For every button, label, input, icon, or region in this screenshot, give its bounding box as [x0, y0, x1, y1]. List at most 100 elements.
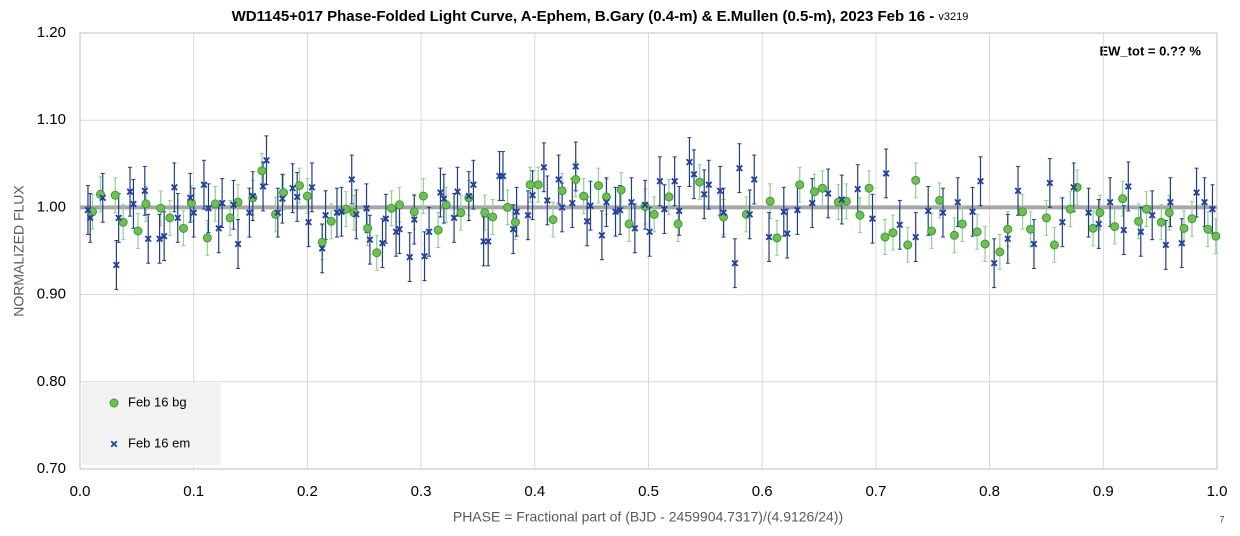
data-point	[765, 196, 775, 206]
data-point	[363, 223, 373, 233]
y-axis-label: NORMALIZED FLUX	[11, 185, 27, 317]
data-point	[178, 223, 188, 233]
legend-marker	[109, 398, 119, 408]
data-point	[454, 188, 461, 196]
data-point	[1065, 204, 1075, 214]
data-point	[540, 163, 548, 171]
data-point	[130, 200, 137, 208]
footnote: 7	[1219, 514, 1224, 524]
data-point	[903, 240, 913, 250]
data-point	[440, 195, 448, 203]
data-point	[700, 190, 708, 198]
data-point	[190, 209, 198, 217]
data-point	[1041, 213, 1051, 223]
data-point	[1124, 183, 1132, 190]
data-point	[1004, 235, 1012, 243]
x-tick-label: 0.0	[70, 483, 91, 500]
data-point	[855, 210, 865, 220]
data-point	[612, 208, 619, 216]
data-point	[664, 192, 674, 202]
data-point	[509, 225, 517, 233]
data-point	[338, 208, 345, 216]
data-point	[144, 235, 152, 243]
data-point	[1058, 218, 1066, 226]
data-point	[259, 183, 267, 190]
data-point	[1030, 240, 1038, 248]
data-point	[808, 199, 816, 207]
y-tick-label: 1.20	[37, 24, 66, 41]
data-point	[869, 215, 876, 223]
data-point	[716, 187, 724, 195]
data-point	[1211, 231, 1221, 241]
data-point	[1046, 179, 1054, 187]
data-point	[396, 225, 403, 233]
data-point	[660, 205, 668, 213]
data-point	[450, 214, 458, 222]
data-point	[436, 189, 444, 197]
data-point	[583, 217, 591, 225]
data-point	[160, 232, 168, 240]
data-point	[233, 197, 243, 207]
data-point	[215, 224, 223, 232]
data-point	[302, 191, 312, 201]
y-tick-label: 0.70	[37, 460, 66, 477]
data-point	[780, 208, 788, 216]
data-point	[980, 239, 990, 249]
data-point	[433, 225, 443, 235]
data-point	[949, 230, 959, 240]
data-point	[421, 252, 428, 260]
data-point	[558, 203, 566, 211]
data-point	[695, 177, 705, 187]
data-point	[279, 188, 289, 198]
data-point	[348, 176, 356, 183]
data-point	[1178, 239, 1186, 247]
data-point	[888, 228, 898, 238]
data-point	[133, 226, 143, 236]
data-point	[854, 185, 862, 193]
data-point	[1179, 223, 1189, 233]
data-point	[205, 204, 212, 212]
data-point	[394, 200, 404, 210]
data-point	[156, 203, 166, 213]
data-point	[308, 183, 316, 191]
title-main: WD1145+017 Phase-Folded Light Curve, A-E…	[232, 8, 939, 25]
data-point	[995, 247, 1005, 257]
data-point	[750, 176, 758, 183]
data-point	[249, 192, 257, 200]
legend-marker	[110, 440, 118, 448]
data-point	[1142, 204, 1152, 214]
data-point	[1110, 222, 1120, 232]
data-point	[115, 214, 123, 222]
data-point	[1203, 224, 1213, 234]
data-point	[795, 180, 805, 190]
data-point	[225, 213, 235, 223]
data-point	[234, 240, 242, 248]
data-point	[322, 211, 330, 219]
x-tick-label: 0.5	[638, 483, 659, 500]
data-point	[84, 206, 92, 214]
data-point	[977, 177, 984, 185]
data-point	[317, 237, 327, 247]
x-tick-label: 0.2	[297, 483, 318, 500]
data-point	[1193, 189, 1200, 197]
data-point	[969, 208, 976, 216]
data-point	[911, 175, 921, 185]
data-point	[1187, 214, 1197, 224]
data-point	[1166, 198, 1174, 206]
data-point	[289, 184, 297, 192]
data-point	[640, 202, 650, 212]
data-point	[656, 177, 664, 185]
data-point	[363, 204, 370, 212]
annotation: EW_tot = 0.?? %	[1100, 43, 1202, 58]
data-point	[200, 181, 208, 189]
data-point	[543, 196, 551, 204]
data-point	[1026, 224, 1036, 234]
data-point	[510, 217, 520, 227]
data-point	[410, 216, 418, 224]
data-point	[939, 209, 947, 217]
data-point	[990, 259, 998, 267]
data-point	[705, 181, 713, 189]
data-point	[810, 187, 820, 197]
data-point	[263, 156, 270, 164]
data-point	[972, 227, 982, 237]
